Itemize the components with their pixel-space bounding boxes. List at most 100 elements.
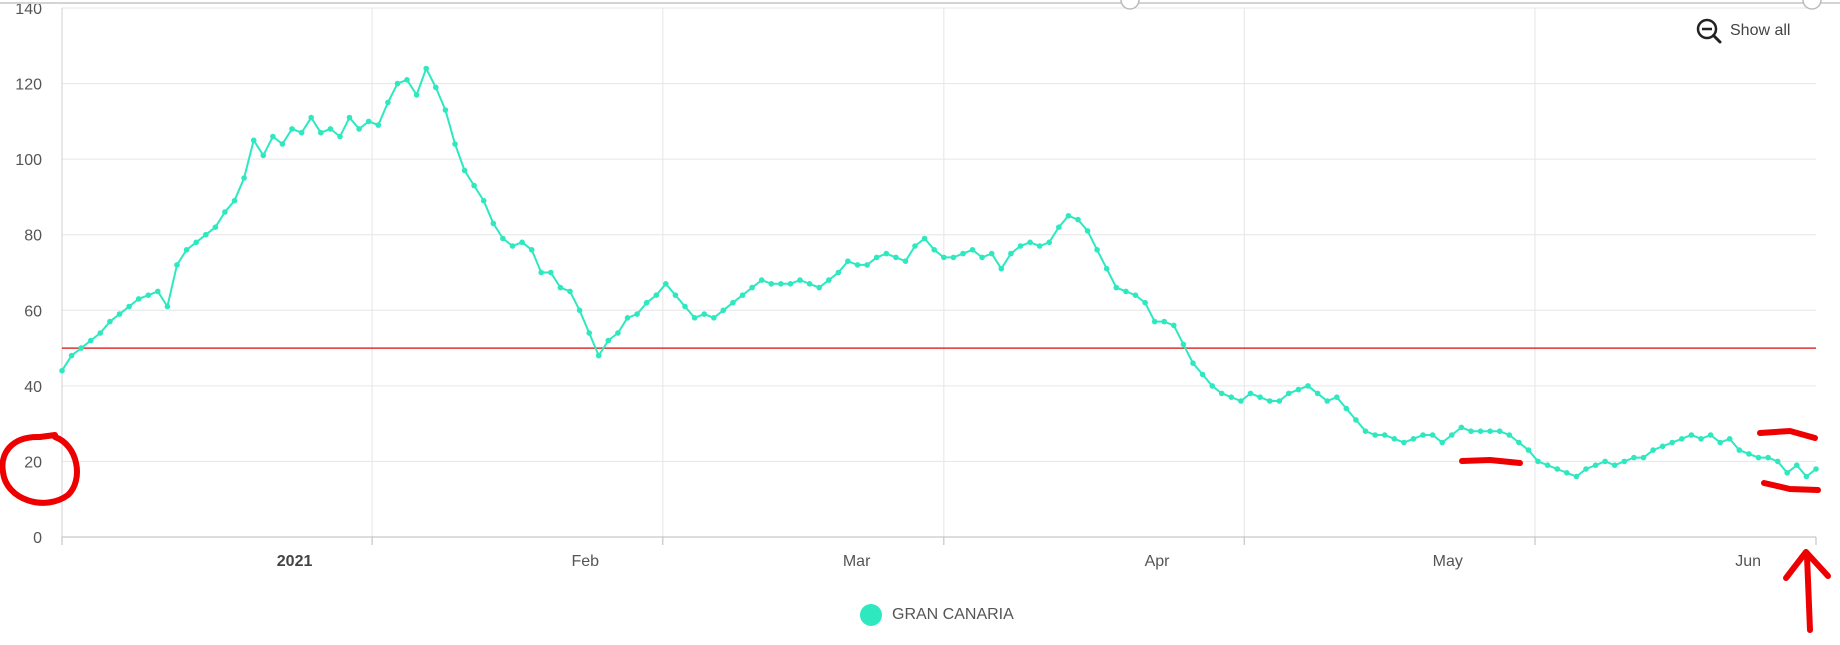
data-point[interactable] (1707, 432, 1714, 438)
data-point[interactable] (1774, 458, 1781, 465)
data-point[interactable] (873, 254, 880, 261)
data-point[interactable] (557, 284, 564, 291)
data-point[interactable] (155, 288, 161, 295)
data-point[interactable] (1247, 390, 1254, 397)
data-point[interactable] (107, 318, 113, 325)
data-point[interactable] (327, 126, 334, 132)
data-point[interactable] (308, 114, 315, 121)
data-point[interactable] (1516, 439, 1522, 446)
data-point[interactable] (298, 129, 305, 136)
data-point[interactable] (653, 292, 660, 299)
data-point[interactable] (1065, 213, 1072, 219)
data-point[interactable] (1564, 470, 1570, 476)
data-point[interactable] (385, 99, 391, 106)
data-point[interactable] (1544, 462, 1551, 469)
data-point[interactable] (682, 303, 688, 310)
data-point[interactable] (1477, 428, 1484, 435)
data-point[interactable] (672, 292, 679, 299)
data-point[interactable] (1218, 390, 1225, 397)
data-point[interactable] (1391, 436, 1398, 442)
data-point[interactable] (1765, 454, 1771, 461)
data-point[interactable] (893, 254, 899, 261)
data-point[interactable] (471, 182, 477, 189)
data-point[interactable] (902, 258, 909, 265)
data-point[interactable] (950, 254, 957, 261)
data-point[interactable] (1669, 439, 1675, 446)
data-point[interactable] (1535, 458, 1541, 465)
data-point[interactable] (1449, 432, 1455, 438)
navigator-handle[interactable] (1802, 0, 1822, 10)
data-point[interactable] (193, 239, 199, 246)
data-point[interactable] (1103, 265, 1110, 272)
data-point[interactable] (605, 337, 612, 344)
data-point[interactable] (1401, 439, 1407, 446)
data-point[interactable] (1506, 432, 1513, 438)
data-point[interactable] (941, 254, 947, 261)
data-point[interactable] (1784, 470, 1790, 476)
data-point[interactable] (1142, 299, 1148, 306)
data-point[interactable] (1295, 386, 1302, 393)
data-point[interactable] (1276, 398, 1283, 404)
data-point[interactable] (183, 247, 190, 253)
data-point[interactable] (212, 224, 219, 230)
data-point[interactable] (1420, 432, 1426, 438)
data-point[interactable] (231, 197, 238, 204)
data-point[interactable] (730, 299, 736, 306)
data-point[interactable] (270, 133, 276, 140)
data-point[interactable] (365, 118, 372, 125)
data-point[interactable] (1084, 228, 1091, 234)
data-point[interactable] (337, 133, 343, 140)
data-point[interactable] (68, 352, 75, 359)
data-point[interactable] (1008, 250, 1014, 257)
data-point[interactable] (1583, 466, 1589, 472)
data-point[interactable] (1353, 417, 1359, 423)
data-point[interactable] (739, 292, 746, 299)
data-point[interactable] (1698, 436, 1704, 442)
data-point[interactable] (1132, 292, 1139, 299)
data-point[interactable] (203, 231, 209, 238)
data-point[interactable] (1803, 473, 1810, 480)
data-point[interactable] (1257, 394, 1263, 401)
data-point[interactable] (1286, 390, 1292, 397)
data-point[interactable] (433, 84, 439, 91)
data-point[interactable] (921, 235, 928, 242)
data-point[interactable] (480, 197, 487, 204)
data-point[interactable] (691, 315, 698, 321)
data-point[interactable] (1238, 398, 1244, 404)
data-point[interactable] (720, 307, 727, 314)
data-point[interactable] (701, 311, 707, 317)
data-point[interactable] (1228, 394, 1235, 401)
data-point[interactable] (88, 337, 94, 344)
data-point[interactable] (538, 269, 544, 276)
data-point[interactable] (1161, 318, 1167, 325)
data-point[interactable] (260, 152, 267, 159)
data-point[interactable] (1017, 243, 1024, 249)
data-point[interactable] (222, 209, 228, 215)
data-point[interactable] (318, 129, 324, 136)
data-point[interactable] (1554, 466, 1560, 472)
data-point[interactable] (960, 250, 966, 257)
data-point[interactable] (375, 122, 382, 128)
data-point[interactable] (816, 284, 822, 291)
data-point[interactable] (1094, 247, 1100, 253)
data-point[interactable] (1410, 436, 1417, 442)
data-point[interactable] (1036, 243, 1043, 249)
data-point[interactable] (356, 126, 362, 132)
data-point[interactable] (595, 352, 602, 359)
show-all-button[interactable]: Show all (1696, 18, 1790, 44)
data-point[interactable] (1621, 458, 1628, 465)
data-point[interactable] (1429, 432, 1436, 438)
data-point[interactable] (931, 247, 937, 253)
data-point[interactable] (164, 303, 171, 310)
data-point[interactable] (643, 299, 650, 306)
data-point[interactable] (1679, 436, 1685, 442)
data-point[interactable] (1314, 390, 1321, 397)
data-point[interactable] (1209, 383, 1215, 389)
data-point[interactable] (1496, 428, 1503, 435)
data-point[interactable] (912, 243, 918, 249)
data-point[interactable] (1755, 454, 1762, 461)
data-point[interactable] (711, 315, 717, 321)
data-point[interactable] (778, 281, 784, 287)
data-point[interactable] (1659, 443, 1666, 450)
data-point[interactable] (1151, 318, 1158, 325)
